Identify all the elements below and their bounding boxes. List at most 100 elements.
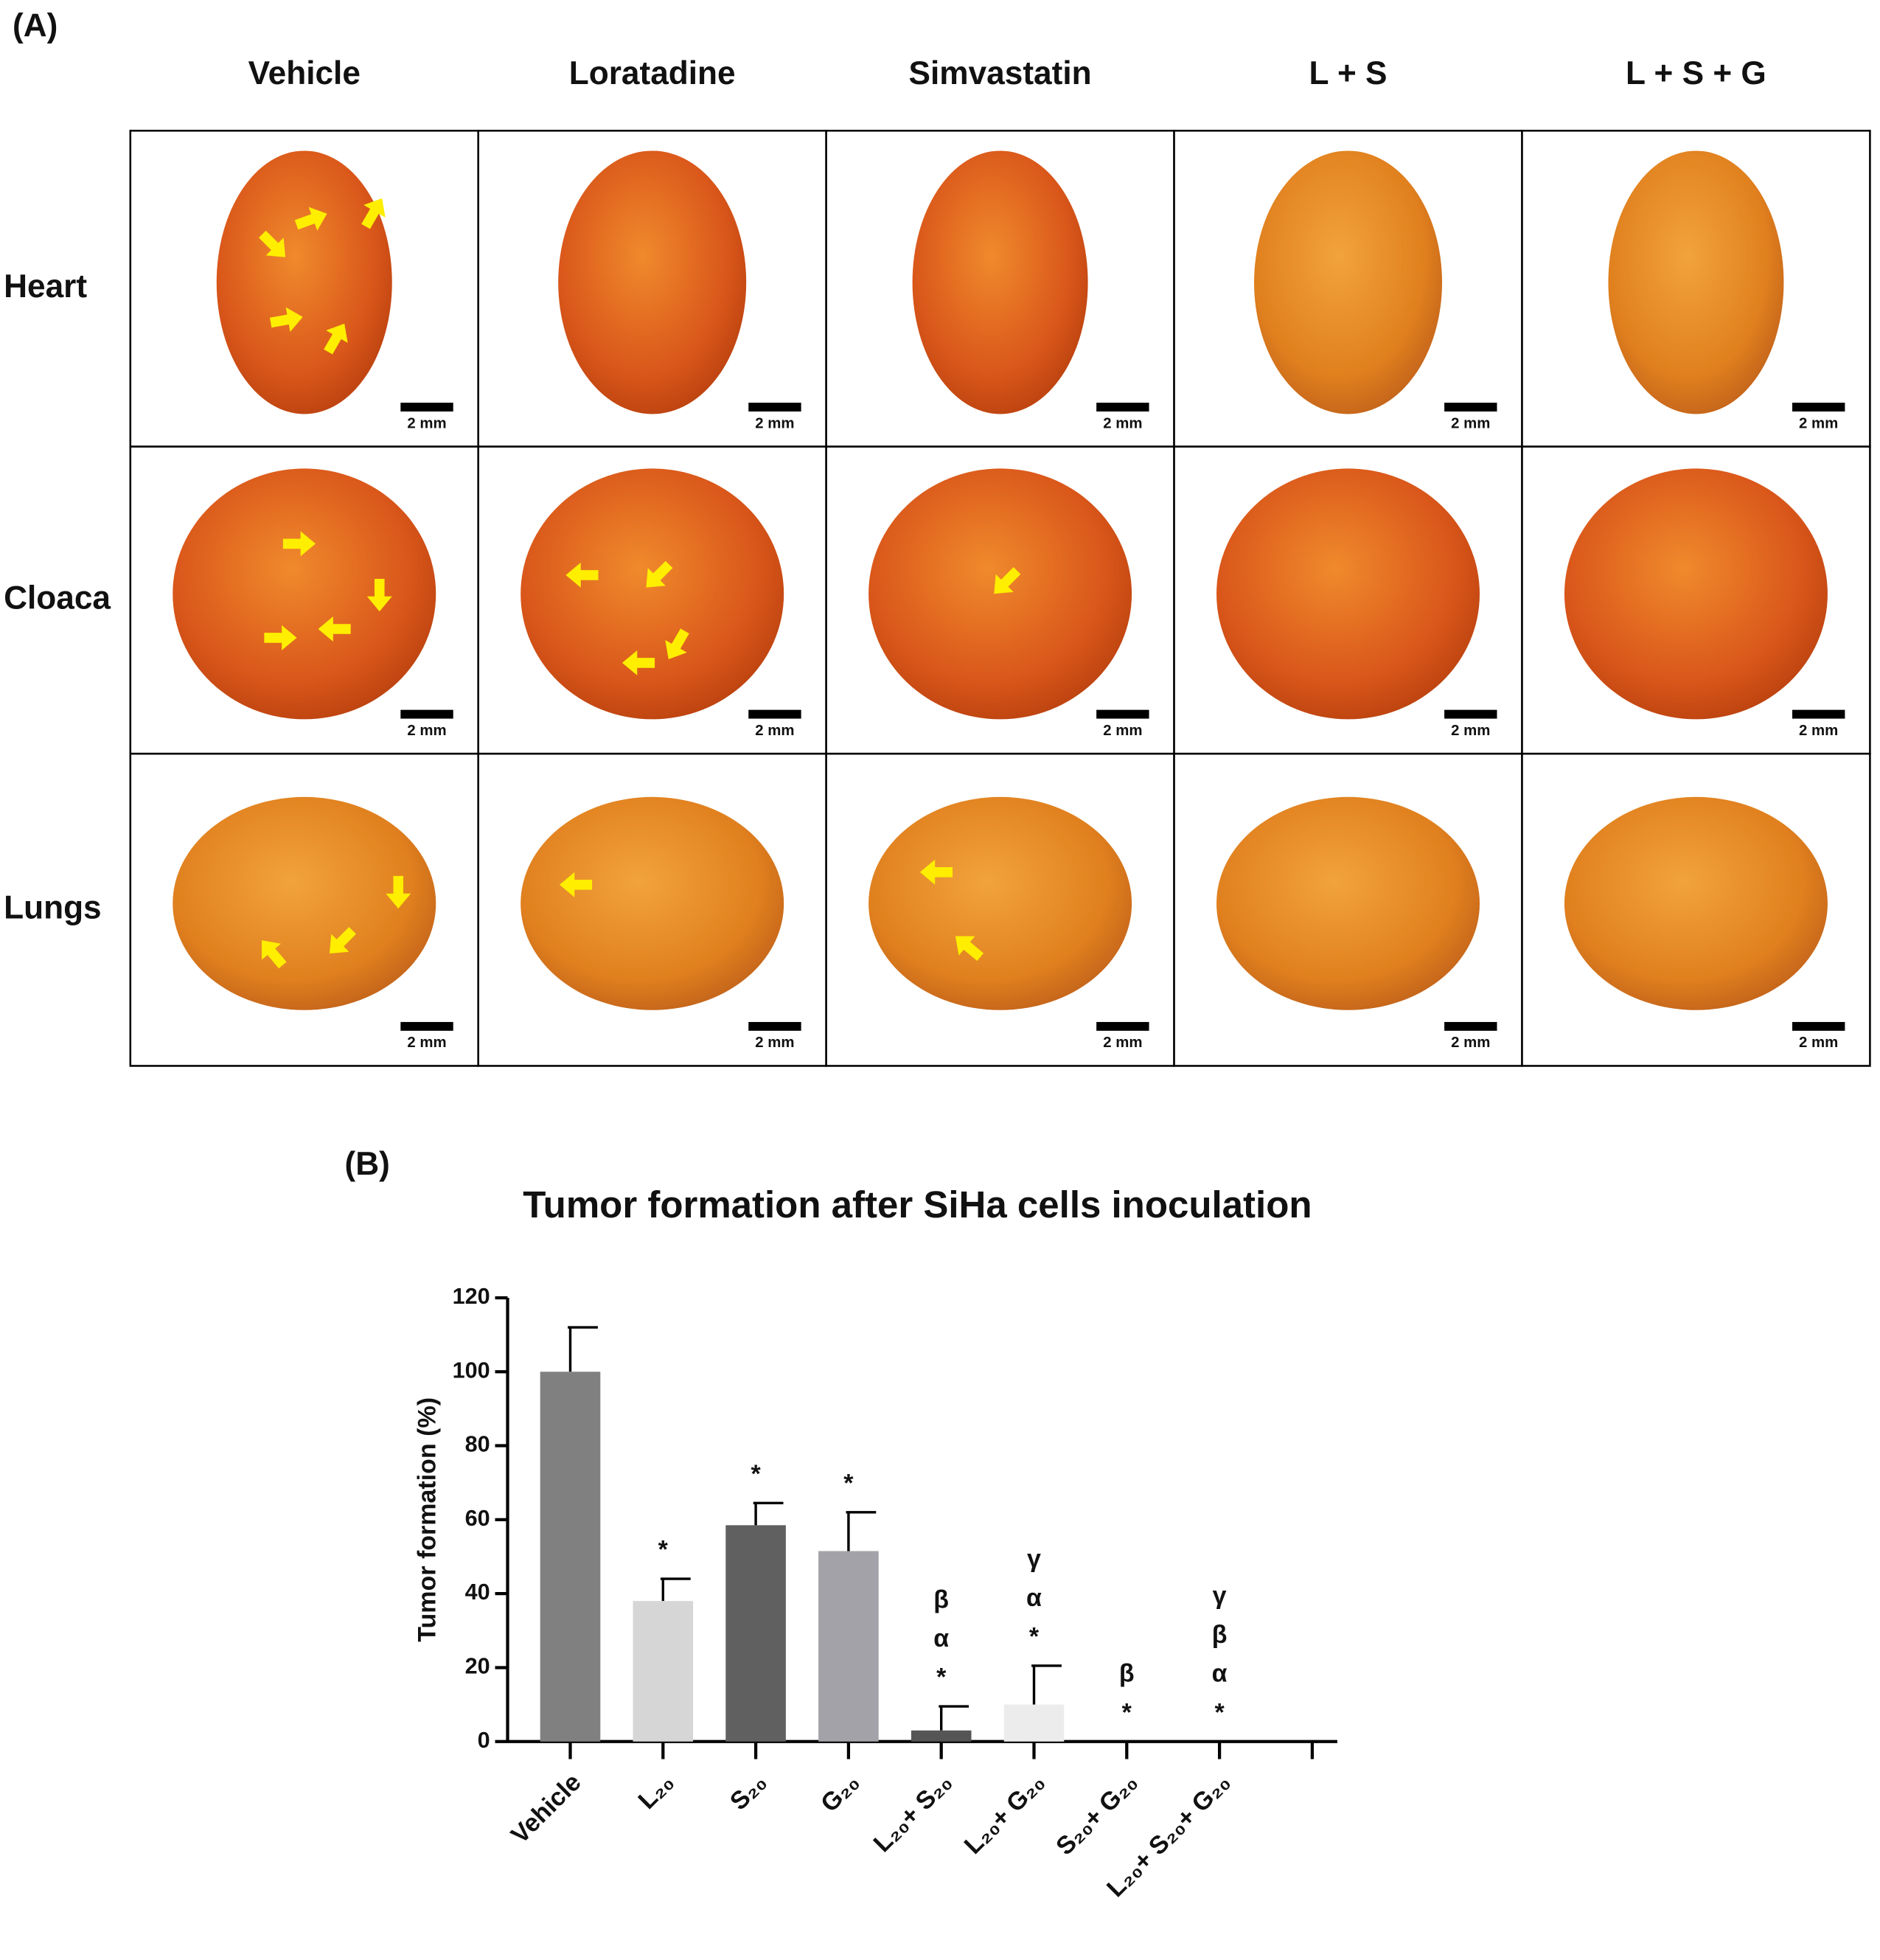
tumor-arrow [259, 230, 286, 257]
organ-photo [1216, 796, 1480, 1010]
y-tick-label: 120 [453, 1284, 490, 1309]
scale-bar [400, 1021, 453, 1031]
scale-bar [1096, 403, 1149, 412]
x-tick-label: S₂₀+ G₂₀ [1051, 1768, 1143, 1860]
scale-bar-label: 2 mm [407, 415, 446, 431]
tumor-arrow [324, 323, 348, 355]
organ-photo [1608, 150, 1784, 414]
scale-bar-label: 2 mm [1799, 1035, 1838, 1051]
chart-title: Tumor formation after SiHa cells inocula… [523, 1184, 1312, 1226]
column-header: L + S + G [1626, 55, 1766, 91]
y-tick-label: 60 [465, 1506, 490, 1531]
scale-bar [748, 403, 801, 412]
x-tick-label: S₂₀ [725, 1768, 772, 1815]
significance-mark: * [1214, 1698, 1225, 1726]
tumor-arrow [329, 927, 356, 954]
scale-bar-label: 2 mm [1799, 415, 1838, 431]
y-tick-label: 40 [465, 1580, 490, 1605]
panel-label: (A) [13, 8, 58, 44]
tumor-arrow [261, 940, 287, 969]
organ-photo [173, 468, 436, 720]
tumor-arrow [294, 206, 327, 231]
bar [911, 1730, 972, 1742]
scale-bar-label: 2 mm [407, 1035, 446, 1051]
bar [1003, 1704, 1065, 1742]
organ-photo [216, 150, 392, 414]
scale-bar-label: 2 mm [1103, 415, 1142, 431]
tumor-arrow [282, 531, 316, 557]
significance-mark: α [1212, 1660, 1228, 1688]
y-tick-label: 100 [453, 1358, 490, 1383]
scale-bar-label: 2 mm [407, 723, 446, 739]
column-header: Simvastatin [909, 55, 1092, 91]
row-header: Cloaca [4, 580, 111, 616]
organ-photo [173, 796, 436, 1010]
tumor-arrow [559, 872, 593, 897]
column-header: L + S [1309, 55, 1388, 91]
scale-bar-label: 2 mm [1103, 723, 1142, 739]
scale-bar [748, 709, 801, 719]
significance-mark: β [1119, 1660, 1135, 1688]
scale-bar [400, 403, 453, 412]
scale-bar-label: 2 mm [1799, 723, 1838, 739]
scale-bar-label: 2 mm [755, 1035, 794, 1051]
scale-bar [1792, 1021, 1845, 1031]
significance-mark: * [1029, 1623, 1040, 1651]
scale-bar-label: 2 mm [1451, 415, 1490, 431]
tumor-arrow [665, 628, 689, 660]
tumor-arrow [994, 567, 1021, 594]
x-tick-label: L₂₀+ G₂₀ [959, 1768, 1051, 1860]
scale-bar-label: 2 mm [1103, 1035, 1142, 1051]
organ-photo [521, 468, 784, 720]
organ-photo [1254, 150, 1443, 414]
column-header: Vehicle [248, 55, 361, 91]
significance-mark: * [843, 1469, 854, 1497]
tumor-arrow [264, 625, 297, 650]
scale-bar [1096, 1021, 1149, 1031]
significance-mark: β [1212, 1621, 1228, 1649]
x-tick-label: G₂₀ [815, 1768, 865, 1818]
bar [633, 1601, 694, 1742]
significance-mark: * [658, 1536, 669, 1564]
scale-bar-label: 2 mm [1451, 723, 1490, 739]
y-tick-label: 0 [478, 1728, 490, 1753]
tumor-arrow [646, 560, 673, 588]
organ-photo [1564, 796, 1828, 1010]
y-tick-label: 20 [465, 1654, 490, 1679]
organ-photo [1564, 468, 1828, 720]
column-header: Loratadine [569, 55, 736, 91]
significance-mark: α [933, 1624, 949, 1653]
row-header: Lungs [4, 889, 102, 925]
scale-bar [1444, 1021, 1497, 1031]
scale-bar [1792, 709, 1845, 719]
organ-photo [912, 150, 1088, 414]
organ-photo [521, 796, 784, 1010]
significance-mark: * [751, 1460, 761, 1488]
panel-label: (B) [344, 1146, 389, 1182]
tumor-arrow [361, 198, 386, 229]
tumor-arrow [366, 578, 392, 612]
bar [818, 1551, 879, 1742]
tumor-arrow [269, 307, 303, 333]
tumor-arrow [318, 616, 351, 642]
x-tick-label: Vehicle [506, 1768, 587, 1849]
scale-bar [400, 709, 453, 719]
scale-bar [748, 1021, 801, 1031]
x-tick-label: L₂₀ [633, 1768, 679, 1815]
scale-bar [1444, 403, 1497, 412]
scale-bar [1792, 403, 1845, 412]
tumor-arrow [622, 650, 655, 675]
x-tick-label: L₂₀+ S₂₀ [868, 1768, 958, 1858]
organ-photo [558, 150, 747, 414]
organ-photo [1216, 468, 1480, 720]
scale-bar-label: 2 mm [755, 723, 794, 739]
scale-bar [1096, 709, 1149, 719]
scale-bar [1444, 709, 1497, 719]
tumor-arrow [565, 562, 599, 588]
y-axis-label: Tumor formation (%) [413, 1397, 441, 1642]
tumor-arrow [955, 936, 984, 962]
organ-photo [868, 796, 1132, 1010]
organ-photo [868, 468, 1132, 720]
